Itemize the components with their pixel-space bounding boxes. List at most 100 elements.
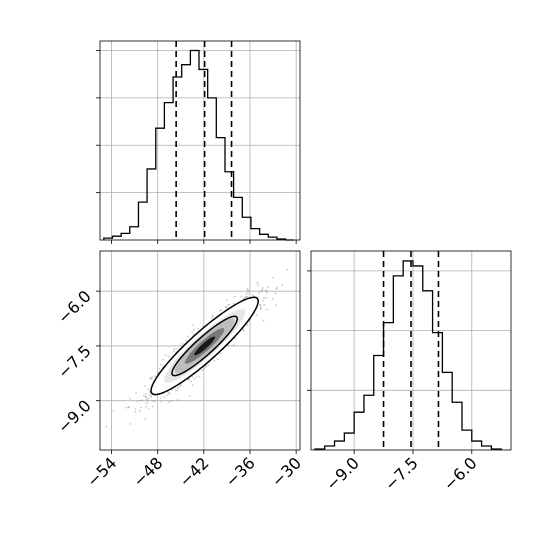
scatter-point: [112, 410, 115, 413]
scatter-point: [149, 394, 152, 397]
scatter-point: [216, 358, 219, 361]
scatter-point: [134, 408, 137, 411]
scatter-point: [246, 324, 249, 326]
scatter-point: [264, 289, 267, 292]
scatter-point: [247, 289, 250, 292]
scatter-point: [266, 292, 268, 294]
scatter-point: [180, 384, 182, 386]
scatter-point: [210, 317, 213, 320]
scatter-point: [211, 314, 214, 317]
scatter-point: [266, 286, 269, 289]
scatter-point: [286, 268, 289, 271]
scatter-point: [276, 287, 279, 289]
scatter-point: [145, 405, 148, 408]
scatter-point: [181, 342, 183, 345]
scatter-point: [168, 393, 171, 395]
scatter-point: [246, 288, 249, 290]
scatter-point: [160, 400, 163, 403]
scatter-point: [149, 376, 151, 379]
scatter-point: [226, 299, 229, 301]
scatter-point: [174, 389, 177, 392]
scatter-point: [191, 375, 194, 378]
scatter-point: [178, 385, 181, 388]
density-fill-4: [194, 336, 216, 356]
scatter-point: [128, 406, 130, 408]
scatter-point: [232, 344, 235, 346]
scatter-point: [173, 348, 176, 350]
scatter-point: [274, 304, 277, 306]
scatter-point: [203, 367, 206, 370]
scatter-point: [167, 391, 170, 394]
scatter-point: [139, 399, 141, 402]
scatter-point: [261, 287, 264, 289]
contour-outer: [150, 296, 259, 396]
scatter-point: [150, 376, 153, 378]
scatter-point: [151, 400, 154, 402]
scatter-point: [272, 276, 275, 279]
scatter-point: [259, 304, 262, 307]
scatter-point: [145, 398, 148, 401]
scatter-point: [188, 378, 191, 381]
scatter-point: [224, 305, 227, 308]
scatter-point: [245, 295, 248, 298]
scatter-point: [105, 425, 108, 428]
scatter-point: [265, 296, 267, 299]
scatter-point: [163, 396, 166, 399]
scatter-point: [145, 395, 148, 398]
scatter-point: [165, 394, 168, 396]
scatter-point: [176, 387, 179, 389]
scatter-point: [144, 395, 147, 398]
scatter-point: [256, 281, 259, 284]
scatter-point: [145, 402, 148, 405]
scatter-point: [261, 289, 264, 291]
scatter-point: [141, 399, 143, 402]
scatter-point: [246, 296, 249, 298]
scatter-point: [262, 299, 265, 302]
scatter-point: [151, 377, 153, 380]
scatter-point: [151, 405, 154, 408]
scatter-point: [220, 309, 223, 312]
scatter-point: [176, 399, 179, 401]
scatter-point: [162, 358, 164, 361]
scatter-point: [150, 396, 153, 398]
scatter-point: [195, 376, 198, 378]
scatter-point: [176, 389, 179, 391]
scatter-point: [202, 325, 204, 328]
scatter-point: [205, 366, 208, 368]
scatter-point: [135, 392, 138, 394]
scatter-point: [185, 339, 188, 342]
scatter-point: [219, 309, 222, 312]
scatter-point: [187, 335, 190, 338]
scatter-point: [143, 385, 146, 387]
scatter-point: [263, 303, 266, 306]
scatter-point: [159, 363, 162, 366]
scatter-point: [259, 306, 262, 309]
scatter-point: [172, 350, 175, 353]
scatter-point: [281, 284, 284, 286]
scatter-point: [259, 304, 261, 306]
scatter-point: [193, 328, 195, 331]
scatter-point: [201, 369, 203, 372]
main-frame: [99, 250, 301, 451]
scatter-point: [252, 294, 254, 297]
scatter-point: [192, 324, 195, 326]
scatter-point: [147, 407, 150, 410]
right-frame: [310, 250, 512, 451]
scatter-point: [225, 306, 228, 309]
scatter-point: [167, 355, 170, 358]
scatter-point: [136, 400, 139, 403]
scatter-point: [243, 296, 246, 299]
scatter-point: [148, 391, 151, 394]
scatter-point: [167, 401, 170, 403]
histogram-panel-var1: [96, 40, 301, 244]
density-panel: −54 −48 −42 −36 −30−6.0−7.5−9.0: [54, 250, 305, 491]
scatter-point: [180, 384, 182, 387]
scatter-point: [189, 380, 192, 383]
scatter-point: [175, 347, 177, 350]
scatter-point: [262, 319, 265, 322]
scatter-point: [197, 327, 200, 330]
scatter-point: [147, 397, 150, 400]
top-frame: [99, 40, 301, 241]
scatter-point: [144, 392, 147, 395]
